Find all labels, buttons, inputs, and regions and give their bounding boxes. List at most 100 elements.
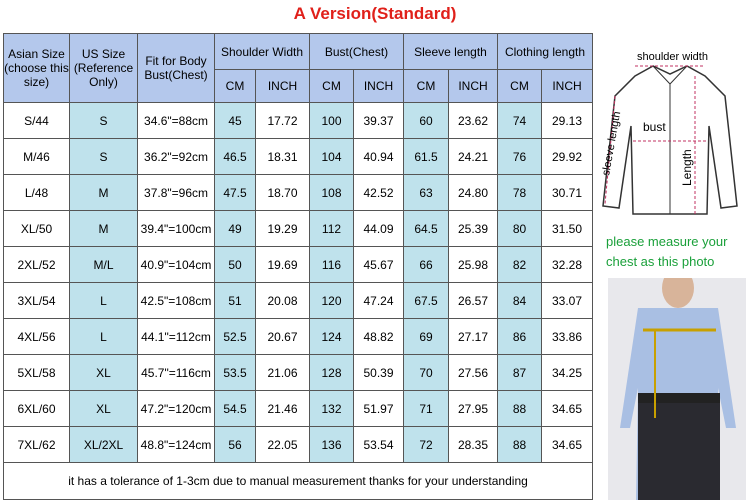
cell: 42.5"=108cm xyxy=(137,282,215,319)
cell: 132 xyxy=(309,390,354,427)
cell: 61.5 xyxy=(403,138,449,175)
cell: S xyxy=(69,102,138,139)
cell: 64.5 xyxy=(403,210,449,247)
cell: 24.21 xyxy=(448,138,498,175)
cell: XL/2XL xyxy=(69,426,138,463)
header-cell: Shoulder Width xyxy=(214,33,310,70)
cell: 60 xyxy=(403,102,449,139)
header-cell: CM xyxy=(214,69,256,103)
cell: 19.69 xyxy=(255,246,310,283)
cell: 50.39 xyxy=(353,354,404,391)
cell: 40.94 xyxy=(353,138,404,175)
cell: 47.24 xyxy=(353,282,404,319)
cell: 27.56 xyxy=(448,354,498,391)
cell: XL/50 xyxy=(3,210,70,247)
cell: 49 xyxy=(214,210,256,247)
cell: 72 xyxy=(403,426,449,463)
cell: 5XL/58 xyxy=(3,354,70,391)
label: shoulder width xyxy=(637,51,708,63)
cell: 36.2"=92cm xyxy=(137,138,215,175)
cell: 100 xyxy=(309,102,354,139)
cell: 24.80 xyxy=(448,174,498,211)
cell: 27.17 xyxy=(448,318,498,355)
cell: L/48 xyxy=(3,174,70,211)
cell: 71 xyxy=(403,390,449,427)
cell: 46.5 xyxy=(214,138,256,175)
size-table: Asian Size (choose this size) US Size (Re… xyxy=(3,33,593,500)
header-cell: Fit for Body Bust(Chest) xyxy=(137,33,215,103)
footer: it has a tolerance of 1-3cm due to manua… xyxy=(3,462,593,500)
cell: 21.06 xyxy=(255,354,310,391)
cell: M xyxy=(69,210,138,247)
header-cell: US Size (Reference Only) xyxy=(69,33,138,103)
cell: 18.70 xyxy=(255,174,310,211)
cell: 88 xyxy=(497,426,542,463)
cell: 76 xyxy=(497,138,542,175)
cell: 45 xyxy=(214,102,256,139)
cell: 25.98 xyxy=(448,246,498,283)
cell: 104 xyxy=(309,138,354,175)
cell: L xyxy=(69,282,138,319)
cell: 40.9"=104cm xyxy=(137,246,215,283)
shirt-diagram: shoulder width bust sleeve length Length xyxy=(600,51,738,215)
cell: L xyxy=(69,318,138,355)
cell: 39.37 xyxy=(353,102,404,139)
cell: 88 xyxy=(497,390,542,427)
cell: 34.6"=88cm xyxy=(137,102,215,139)
cell: 86 xyxy=(497,318,542,355)
cell: 63 xyxy=(403,174,449,211)
header-cell: Sleeve length xyxy=(403,33,498,70)
header-cell: CM xyxy=(497,69,542,103)
cell: 37.8"=96cm xyxy=(137,174,215,211)
cell: 31.50 xyxy=(541,210,593,247)
cell: 3XL/54 xyxy=(3,282,70,319)
cell: 112 xyxy=(309,210,354,247)
cell: M/46 xyxy=(3,138,70,175)
cell: 17.72 xyxy=(255,102,310,139)
cell: 26.57 xyxy=(448,282,498,319)
cell: 84 xyxy=(497,282,542,319)
cell: 80 xyxy=(497,210,542,247)
label: Length xyxy=(680,149,694,186)
cell: S/44 xyxy=(3,102,70,139)
cell: 136 xyxy=(309,426,354,463)
cell: 53.5 xyxy=(214,354,256,391)
cell: 82 xyxy=(497,246,542,283)
cell: 20.67 xyxy=(255,318,310,355)
cell: 19.29 xyxy=(255,210,310,247)
header-cell: INCH xyxy=(448,69,498,103)
cell: 21.46 xyxy=(255,390,310,427)
cell: 51.97 xyxy=(353,390,404,427)
cell: 25.39 xyxy=(448,210,498,247)
photo xyxy=(608,278,746,500)
title: A Version(Standard) xyxy=(293,4,457,23)
cell: 48.8"=124cm xyxy=(137,426,215,463)
header-cell: INCH xyxy=(255,69,310,103)
cell: 70 xyxy=(403,354,449,391)
cell: 34.65 xyxy=(541,390,593,427)
cell: 45.7"=116cm xyxy=(137,354,215,391)
cell: 56 xyxy=(214,426,256,463)
cell: XL xyxy=(69,390,138,427)
cell: 27.95 xyxy=(448,390,498,427)
cell: 51 xyxy=(214,282,256,319)
cell: 87 xyxy=(497,354,542,391)
cell: 74 xyxy=(497,102,542,139)
cell: 44.1"=112cm xyxy=(137,318,215,355)
cell: XL xyxy=(69,354,138,391)
header-cell: Asian Size (choose this size) xyxy=(3,33,70,103)
cell: M/L xyxy=(69,246,138,283)
cell: 78 xyxy=(497,174,542,211)
cell: S xyxy=(69,138,138,175)
cell: 32.28 xyxy=(541,246,593,283)
cell: 30.71 xyxy=(541,174,593,211)
header-cell: INCH xyxy=(541,69,593,103)
cell: 7XL/62 xyxy=(3,426,70,463)
cell: 128 xyxy=(309,354,354,391)
cell: 48.82 xyxy=(353,318,404,355)
cell: 120 xyxy=(309,282,354,319)
cell: M xyxy=(69,174,138,211)
cell: 66 xyxy=(403,246,449,283)
cell: 42.52 xyxy=(353,174,404,211)
cell: 18.31 xyxy=(255,138,310,175)
